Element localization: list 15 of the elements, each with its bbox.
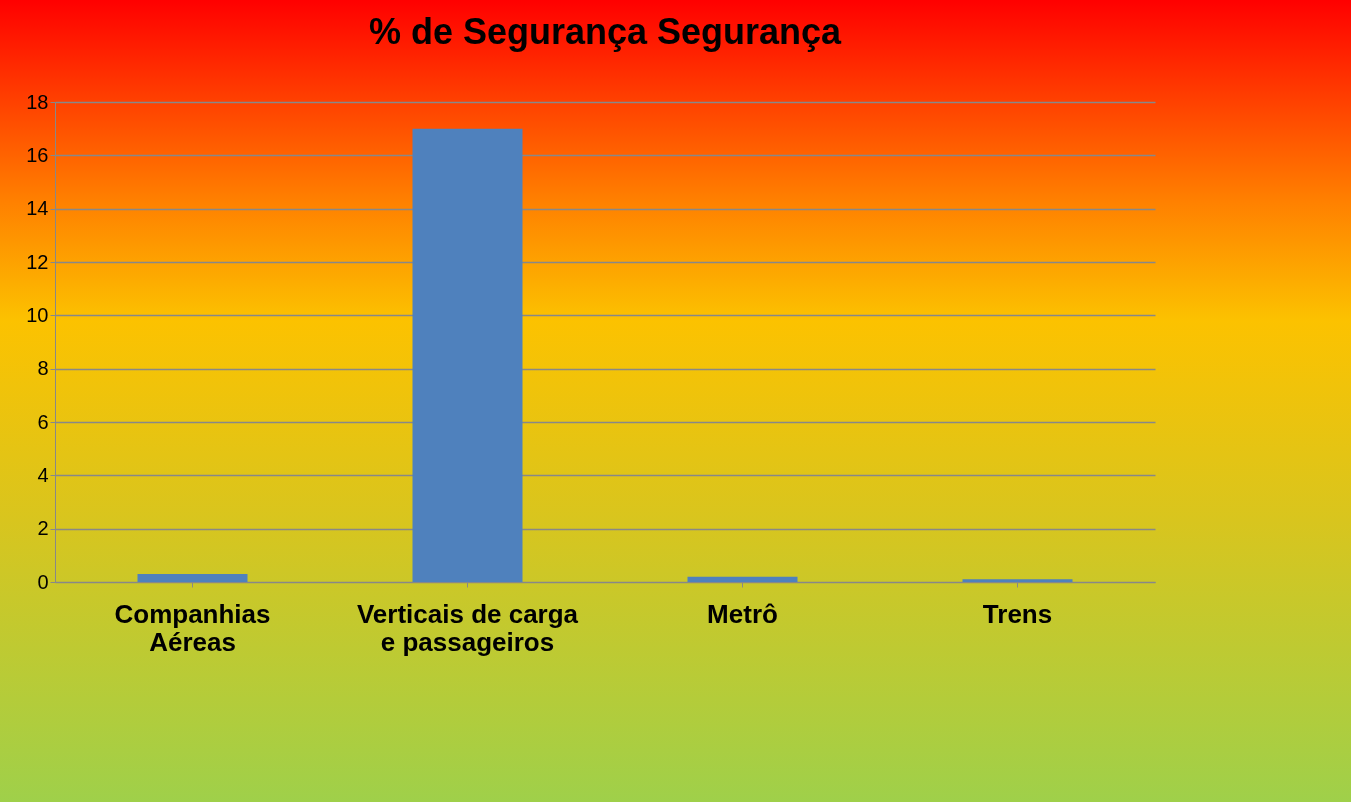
chart-title: % de Segurança Segurança xyxy=(368,11,843,52)
y-tick-label: 6 xyxy=(37,410,49,433)
y-tick-label: 10 xyxy=(26,303,49,326)
x-tick-label: Verticais de carga e passageiros xyxy=(356,598,579,657)
y-tick-label: 4 xyxy=(37,463,49,486)
y-tick-label: 14 xyxy=(26,197,49,220)
y-tick-label: 16 xyxy=(26,143,49,166)
y-tick-label: 2 xyxy=(37,517,49,540)
y-tick-label: 12 xyxy=(26,250,49,273)
x-tick-label: Companhias Aéreas xyxy=(114,598,271,657)
y-tick-label: 18 xyxy=(26,90,49,113)
x-tick-label: Trens xyxy=(982,598,1053,629)
y-tick-label: 0 xyxy=(37,570,49,593)
x-tick-label: Metrô xyxy=(707,598,778,629)
y-tick-label: 8 xyxy=(37,357,49,380)
